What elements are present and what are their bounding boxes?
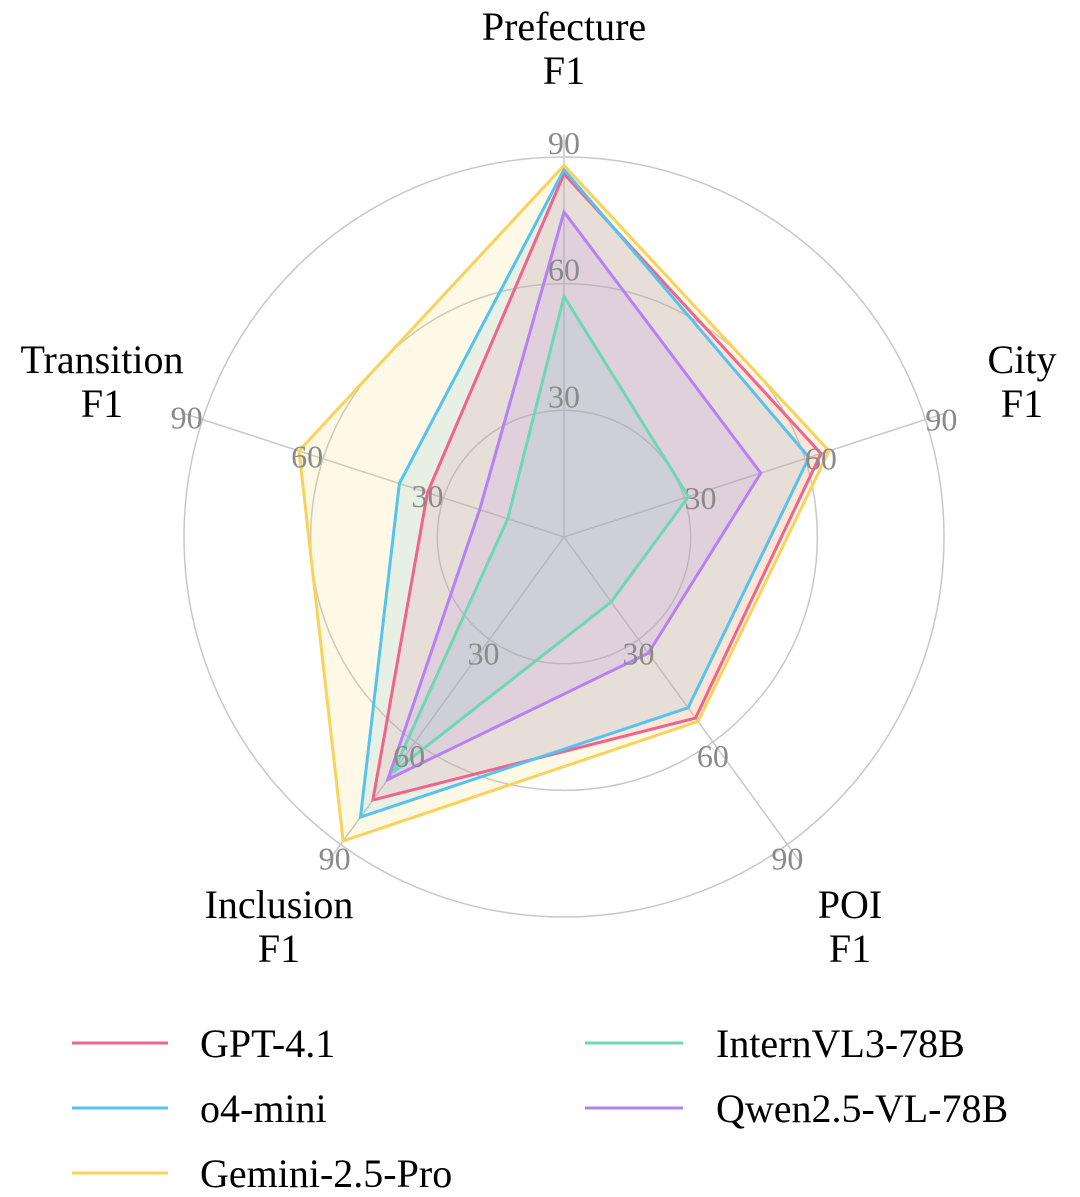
tick-label: 90	[171, 400, 203, 436]
axis-label-city-f1: F1	[1001, 381, 1043, 426]
axis-label-transition-f1: Transition	[20, 337, 183, 382]
tick-labels: 30 60 90 30 60 90 30 60 90 30 60 90 30 60 90	[171, 125, 958, 876]
tick-label: 30	[468, 635, 500, 671]
legend-label: GPT-4.1	[200, 1021, 335, 1066]
legend-item: Gemini-2.5-Pro	[72, 1151, 452, 1196]
tick-label: 30	[684, 480, 716, 516]
tick-label: 90	[771, 840, 803, 876]
tick-label: 30	[412, 478, 444, 514]
tick-label: 60	[548, 252, 580, 288]
tick-label: 60	[393, 738, 425, 774]
series-line-Gemini-2.5-Pro	[297, 163, 831, 844]
tick-label: 90	[925, 402, 957, 438]
legend: GPT-4.1 o4-mini Gemini-2.5-Pro InternVL3-78…	[72, 1021, 1008, 1196]
series-layer	[297, 163, 831, 844]
axis-label-inclusion-f1: Inclusion	[205, 882, 354, 927]
axis-label-inclusion-f1: F1	[258, 926, 300, 971]
axis-label-city-f1: City	[988, 337, 1057, 382]
axis-labels: PrefectureF1CityF1POIF1InclusionF1Transi…	[20, 4, 1056, 971]
legend-item: GPT-4.1	[72, 1021, 335, 1066]
series-fill-o4-mini	[360, 169, 809, 818]
legend-item: o4-mini	[72, 1086, 327, 1131]
tick-label: 90	[319, 840, 351, 876]
series-fill-GPT-4.1	[372, 173, 821, 801]
legend-label: Qwen2.5-VL-78B	[716, 1086, 1008, 1131]
legend-label: o4-mini	[200, 1086, 327, 1131]
series-line-Qwen2.5-VL-78B	[385, 208, 763, 783]
tick-label: 60	[805, 441, 837, 477]
grid	[180, 134, 948, 918]
legend-item: InternVL3-78B	[585, 1021, 965, 1066]
series-fill-Gemini-2.5-Pro	[298, 165, 830, 842]
tick-label: 90	[548, 125, 580, 161]
axis-label-poi-f1: F1	[829, 926, 871, 971]
axis-spoke	[563, 536, 802, 864]
axis-spoke	[180, 411, 565, 538]
axis-label-transition-f1: F1	[81, 381, 123, 426]
series-fill-InternVL3-78B	[392, 296, 689, 773]
axis-label-prefecture-f1: F1	[543, 48, 585, 93]
axis-spoke	[563, 411, 948, 538]
axis-spoke	[326, 536, 565, 864]
legend-item: Qwen2.5-VL-78B	[585, 1086, 1008, 1131]
tick-label: 30	[548, 378, 580, 414]
tick-label: 60	[697, 738, 729, 774]
legend-label: InternVL3-78B	[716, 1021, 965, 1066]
series-line-InternVL3-78B	[391, 292, 691, 774]
tick-label: 30	[622, 635, 654, 671]
series-line-o4-mini	[358, 167, 811, 820]
tick-label: 60	[291, 439, 323, 475]
legend-label: Gemini-2.5-Pro	[200, 1151, 452, 1196]
axis-label-prefecture-f1: Prefecture	[482, 4, 646, 49]
series-fill-Qwen2.5-VL-78B	[387, 211, 761, 780]
axis-label-poi-f1: POI	[818, 882, 882, 927]
